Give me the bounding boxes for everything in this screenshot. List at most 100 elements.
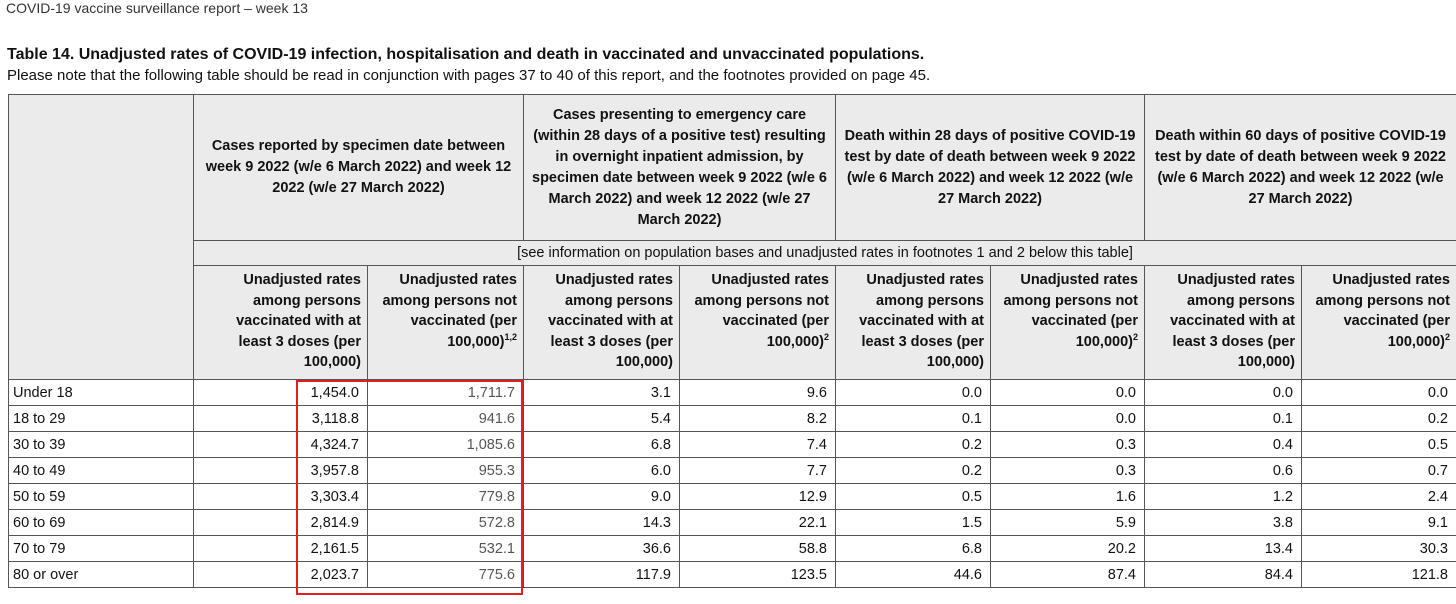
rate-cell: 1,085.6 — [367, 431, 524, 458]
rate-cell: 84.4 — [1144, 561, 1302, 588]
subheader-label: Unadjusted rates among persons not vacci… — [1003, 272, 1138, 350]
subheader-emergency-vaccinated: Unadjusted rates among persons vaccinate… — [523, 265, 680, 380]
subheader-label: Unadjusted rates among persons not vacci… — [382, 272, 517, 350]
table-row: Under 18 1,454.0 1,711.7 3.1 9.6 0.0 0.0 0.0 0.0 — [8, 379, 1456, 406]
rate-cell: 121.8 — [1301, 561, 1456, 588]
rate-cell: 572.8 — [367, 509, 524, 536]
rate-cell: 58.8 — [679, 535, 836, 562]
rate-cell: 0.5 — [835, 483, 991, 510]
population-bases-note: [see information on population bases and… — [193, 240, 1456, 266]
rate-cell: 6.8 — [835, 535, 991, 562]
age-header-blank — [8, 94, 194, 380]
table-row: 30 to 39 4,324.7 1,085.6 6.8 7.4 0.2 0.3 0.4 0.5 — [8, 431, 1456, 458]
rate-cell: 87.4 — [990, 561, 1145, 588]
subheader-death60-not-vaccinated: Unadjusted rates among persons not vacci… — [1301, 265, 1456, 380]
rate-cell: 4,324.7 — [193, 431, 368, 458]
footnote-marker: 2 — [1444, 331, 1450, 342]
rate-cell: 779.8 — [367, 483, 524, 510]
subheader-emergency-not-vaccinated: Unadjusted rates among persons not vacci… — [679, 265, 836, 380]
rate-cell: 532.1 — [367, 535, 524, 562]
rate-cell: 0.2 — [835, 431, 991, 458]
table-row: 60 to 69 2,814.9 572.8 14.3 22.1 1.5 5.9 3.8 9.1 — [8, 509, 1456, 536]
rate-cell: 1.6 — [990, 483, 1145, 510]
footnote-marker: 2 — [823, 331, 829, 342]
rate-cell: 6.0 — [523, 457, 680, 484]
table-row: 50 to 59 3,303.4 779.8 9.0 12.9 0.5 1.6 1.2 2.4 — [8, 483, 1456, 510]
subheader-death28-not-vaccinated: Unadjusted rates among persons not vacci… — [990, 265, 1145, 380]
table-body: Under 18 1,454.0 1,711.7 3.1 9.6 0.0 0.0 0.0 0.0… — [8, 379, 1456, 588]
rate-cell: 9.0 — [523, 483, 680, 510]
rate-cell: 5.4 — [523, 405, 680, 432]
rate-cell: 1.5 — [835, 509, 991, 536]
subheader-death28-vaccinated: Unadjusted rates among persons vaccinate… — [835, 265, 991, 380]
rate-cell: 3,118.8 — [193, 405, 368, 432]
rate-cell: 30.3 — [1301, 535, 1456, 562]
rate-cell: 8.2 — [679, 405, 836, 432]
rate-cell: 0.1 — [1144, 405, 1302, 432]
rate-cell: 0.0 — [1301, 379, 1456, 406]
rate-cell: 1,711.7 — [367, 379, 524, 406]
age-group-label: 70 to 79 — [8, 535, 194, 562]
subheader-label: Unadjusted rates among persons vaccinate… — [1170, 272, 1295, 370]
rate-cell: 9.1 — [1301, 509, 1456, 536]
rate-cell: 1,454.0 — [193, 379, 368, 406]
subheader-label: Unadjusted rates among persons vaccinate… — [548, 272, 673, 370]
rate-cell: 775.6 — [367, 561, 524, 588]
rate-cell: 44.6 — [835, 561, 991, 588]
rate-cell: 0.7 — [1301, 457, 1456, 484]
rate-cell: 0.0 — [990, 379, 1145, 406]
rate-cell: 2,023.7 — [193, 561, 368, 588]
rate-cell: 0.5 — [1301, 431, 1456, 458]
rate-cell: 9.6 — [679, 379, 836, 406]
group-header-death-60-days: Death within 60 days of positive COVID-1… — [1144, 94, 1456, 241]
rate-cell: 22.1 — [679, 509, 836, 536]
rate-cell: 117.9 — [523, 561, 680, 588]
rate-cell: 5.9 — [990, 509, 1145, 536]
rate-cell: 7.7 — [679, 457, 836, 484]
age-group-label: 50 to 59 — [8, 483, 194, 510]
rate-cell: 20.2 — [990, 535, 1145, 562]
subheader-label: Unadjusted rates among persons not vacci… — [1315, 272, 1450, 350]
rate-cell: 14.3 — [523, 509, 680, 536]
footnote-marker: 2 — [1132, 331, 1138, 342]
group-header-emergency-care: Cases presenting to emergency care (with… — [523, 94, 836, 241]
subheader-cases-not-vaccinated: Unadjusted rates among persons not vacci… — [367, 265, 524, 380]
age-group-label: 18 to 29 — [8, 405, 194, 432]
rate-cell: 3,957.8 — [193, 457, 368, 484]
rate-cell: 6.8 — [523, 431, 680, 458]
rate-cell: 13.4 — [1144, 535, 1302, 562]
rate-cell: 0.6 — [1144, 457, 1302, 484]
rates-table: Cases reported by specimen date between … — [8, 94, 1456, 588]
footnote-marker: 1,2 — [504, 331, 517, 342]
table-row: 18 to 29 3,118.8 941.6 5.4 8.2 0.1 0.0 0.1 0.2 — [8, 405, 1456, 432]
rate-cell: 0.3 — [990, 431, 1145, 458]
subheader-death60-vaccinated: Unadjusted rates among persons vaccinate… — [1144, 265, 1302, 380]
rate-cell: 0.0 — [1144, 379, 1302, 406]
age-group-label: 30 to 39 — [8, 431, 194, 458]
rate-cell: 1.2 — [1144, 483, 1302, 510]
subheader-label: Unadjusted rates among persons vaccinate… — [859, 272, 984, 370]
rate-cell: 2.4 — [1301, 483, 1456, 510]
table-subtitle: Please note that the following table sho… — [7, 67, 931, 84]
rate-cell: 955.3 — [367, 457, 524, 484]
rate-cell: 941.6 — [367, 405, 524, 432]
rate-cell: 3.1 — [523, 379, 680, 406]
rate-cell: 3.8 — [1144, 509, 1302, 536]
rate-cell: 0.0 — [835, 379, 991, 406]
rate-cell: 2,161.5 — [193, 535, 368, 562]
rate-cell: 0.0 — [990, 405, 1145, 432]
age-group-label: 80 or over — [8, 561, 194, 588]
rate-cell: 3,303.4 — [193, 483, 368, 510]
rate-cell: 0.1 — [835, 405, 991, 432]
rate-cell: 2,814.9 — [193, 509, 368, 536]
group-header-cases: Cases reported by specimen date between … — [193, 94, 524, 241]
rate-cell: 0.3 — [990, 457, 1145, 484]
rate-cell: 36.6 — [523, 535, 680, 562]
rate-cell: 0.2 — [835, 457, 991, 484]
table-title: Table 14. Unadjusted rates of COVID-19 i… — [7, 46, 925, 63]
age-group-label: 40 to 49 — [8, 457, 194, 484]
age-group-label: 60 to 69 — [8, 509, 194, 536]
table-row: 70 to 79 2,161.5 532.1 36.6 58.8 6.8 20.2 13.4 3… — [8, 535, 1456, 562]
rate-cell: 0.2 — [1301, 405, 1456, 432]
age-group-label: Under 18 — [8, 379, 194, 406]
